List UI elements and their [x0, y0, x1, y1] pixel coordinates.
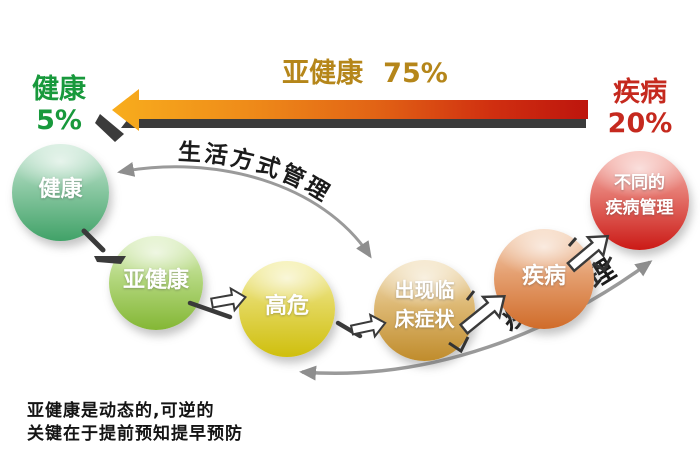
ball-highlight [109, 236, 203, 330]
footnote-line2: 关键在于提前预知提早预防 [27, 424, 243, 444]
stage-ball-disease-mgmt: 不同的 疾病管理 [590, 151, 689, 250]
connector-highrisk-clinical [335, 312, 387, 339]
connector-disease-mgmt [566, 234, 613, 273]
subhealth-title-pct: 75% [383, 58, 448, 89]
stage-ball-health-label: 健康 [38, 177, 83, 203]
connector-clinical-disease [448, 290, 506, 354]
ball-highlight [12, 144, 109, 241]
clinical-symptoms-line2: 床症状 [394, 307, 455, 331]
spectrum-arrow [112, 89, 588, 131]
stage-ball-disease: 疾病 [494, 229, 594, 329]
disease-title-pct: 20% [607, 108, 673, 139]
ball-highlight [590, 151, 689, 250]
stage-ball-subhealth: 亚健康 [109, 236, 203, 330]
disease-mgmt-curve-arrow [299, 260, 653, 381]
stage-ball-disease-label: 疾病 [521, 263, 566, 289]
health-title: 健康 5% [16, 74, 102, 136]
connector-health-subhealth [81, 228, 126, 264]
ball-highlight [494, 229, 594, 329]
stage-ball-clinical-symptoms-label: 出现临 床症状 [395, 279, 455, 341]
clinical-symptoms-line1: 出现临 [394, 278, 455, 303]
spectrum-arrow-shadow [95, 114, 586, 142]
disease-title-label: 疾病 [613, 77, 667, 108]
disease-mgmt-line2: 疾病管理 [605, 198, 674, 218]
health-title-pct: 5% [36, 105, 82, 136]
stage-ball-subhealth-label: 亚健康 [122, 267, 189, 293]
ball-highlight [239, 261, 335, 357]
stage-ball-disease-mgmt-label: 不同的 疾病管理 [606, 173, 674, 228]
stage-ball-health: 健康 [12, 144, 109, 241]
subhealth-title: 亚健康 75% [255, 58, 475, 90]
ball-highlight [374, 260, 475, 361]
subhealth-title-label: 亚健康 [282, 58, 364, 89]
disease-mgmt-line1: 不同的 [614, 172, 665, 193]
lifestyle-curve-arrow [117, 162, 372, 259]
footnote: 亚健康是动态的,可逆的 关键在于提前预知提早预防 [27, 400, 243, 446]
stage-ball-clinical-symptoms: 出现临 床症状 [374, 260, 475, 361]
disease-title: 疾病 20% [595, 77, 685, 139]
stage-ball-highrisk: 高危 [239, 261, 335, 357]
connector-subhealth-highrisk [187, 286, 248, 320]
health-title-label: 健康 [32, 74, 86, 105]
stage-ball-highrisk-label: 高危 [264, 293, 309, 319]
footnote-line1: 亚健康是动态的,可逆的 [27, 401, 215, 421]
